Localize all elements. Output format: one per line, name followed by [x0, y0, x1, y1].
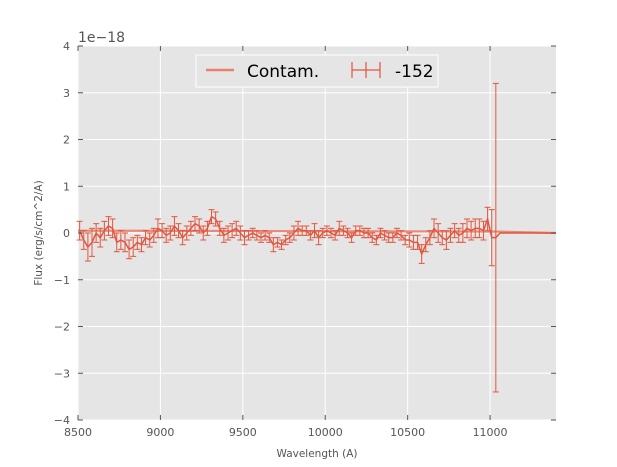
y-tick-label: 4	[63, 40, 70, 53]
y-tick-label: −1	[54, 274, 70, 287]
x-tick-label: 9000	[146, 426, 174, 439]
y-tick-label: 0	[63, 227, 70, 240]
series-layer	[76, 82, 557, 393]
grid	[77, 45, 556, 421]
x-tick-label: 10000	[308, 426, 343, 439]
legend-box	[195, 54, 439, 88]
legend-152-label: -152	[395, 62, 434, 82]
x-tick-label: 8500	[64, 426, 92, 439]
y-offset-label: 1e−18	[78, 30, 125, 46]
tick-labels: 8500 9000 9500 10000 10500 11000 −4 −3 −2 −1 0 1 2 3 4	[54, 40, 508, 439]
series-152-line	[78, 215, 556, 257]
x-axis-label: Wavelength (A)	[276, 448, 357, 460]
y-tick-label: −3	[54, 367, 70, 380]
y-tick-label: −4	[54, 414, 70, 427]
y-tick-label: 1	[63, 180, 70, 193]
y-axis-label: Flux (erg/s/cm^2/A)	[33, 180, 45, 285]
x-tick-label: 9500	[229, 426, 257, 439]
ticks	[77, 45, 556, 421]
legend: Contam. -152	[195, 54, 439, 88]
x-tick-label: 10500	[390, 426, 425, 439]
y-tick-label: 3	[63, 87, 70, 100]
x-tick-label: 11000	[473, 426, 508, 439]
legend-contam-label: Contam.	[247, 62, 319, 82]
y-tick-label: −2	[54, 321, 70, 334]
legend-errorbar-swatch	[351, 62, 381, 78]
y-tick-label: 2	[63, 134, 70, 147]
